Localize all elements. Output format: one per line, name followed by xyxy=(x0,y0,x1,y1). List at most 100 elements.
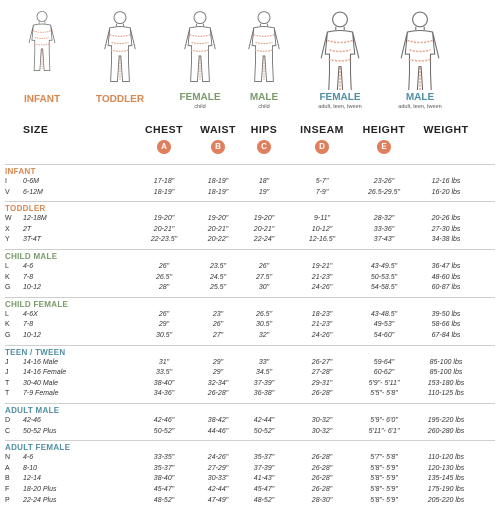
chest-cell: 22-23.5" xyxy=(150,236,178,244)
body-figure xyxy=(392,8,448,90)
body-outline-icon xyxy=(28,11,56,71)
section-title: TEEN / TWEEN xyxy=(5,347,66,357)
table-row: G 10-12 28" 25.5" 30" 24-26" 54-58.5" 60-87 lbs xyxy=(0,284,500,294)
chest-cell: 38-40" xyxy=(153,475,175,483)
header-size: SIZE xyxy=(23,124,49,136)
size-label: 22-24 Plus xyxy=(23,496,57,504)
waist-cell: 18-19" xyxy=(207,188,229,196)
inseam-cell: 28-30" xyxy=(311,496,333,504)
body-outline-icon xyxy=(248,11,280,82)
inseam-cell: 19-21" xyxy=(311,263,333,270)
header-height: HEIGHT xyxy=(362,124,406,136)
chest-cell: 17-18" xyxy=(153,178,175,185)
inseam-cell: 26-28" xyxy=(311,486,333,493)
height-cell: 49-53" xyxy=(373,321,395,329)
inseam-cell: 24-26" xyxy=(311,332,333,339)
inseam-cell: 26-28" xyxy=(311,464,333,472)
weight-cell: 39-50 lbs xyxy=(431,310,461,318)
measure-badge: E xyxy=(377,140,391,154)
table-row: Y 3T-4T 22-23.5" 20-22" 22-24" 12-16.5" 37-43"… xyxy=(0,236,500,246)
weight-cell: 260-280 lbs xyxy=(427,427,465,435)
inseam-cell: 9-11" xyxy=(314,215,330,223)
figure-label: TODDLER xyxy=(95,94,145,105)
size-code: G xyxy=(5,332,11,339)
chest-cell: 42-46" xyxy=(153,417,175,424)
chest-cell: 29" xyxy=(158,321,170,329)
size-label: 10-12 xyxy=(23,284,41,292)
inseam-cell: 30-32" xyxy=(311,417,333,424)
weight-cell: 195-220 lbs xyxy=(427,417,465,424)
hips-cell: 26.5" xyxy=(255,310,273,318)
waist-cell: 32-34" xyxy=(207,379,229,387)
table-row: L 4-6 26" 23.5" 26" 19-21" 43-49.5" 36-47 lbs xyxy=(0,263,500,273)
size-code: W xyxy=(5,215,12,223)
hips-cell: 33" xyxy=(258,358,270,366)
size-label: 0-6M xyxy=(23,178,39,185)
height-cell: 5'9"- 5'11" xyxy=(368,379,400,387)
weight-cell: 110-120 lbs xyxy=(427,454,465,462)
weight-cell: 36-47 lbs xyxy=(431,263,461,270)
weight-cell: 205-220 lbs xyxy=(427,496,465,504)
waist-cell: 30-33" xyxy=(207,475,229,483)
size-code: J xyxy=(5,369,9,377)
table-row: X 2T 20-21" 20-21" 20-21" 10-12" 33-36" 27-30 l… xyxy=(0,226,500,236)
inseam-cell: 27-28" xyxy=(311,369,333,377)
table-row: J 14-16 Female 33.5" 29" 34.5" 27-28" 60-62" 85… xyxy=(0,369,500,379)
size-label: 7-9 Female xyxy=(23,390,59,398)
figure-label: MALE xyxy=(405,92,435,103)
table-row: K 7-8 26.5" 24.5" 27.5" 21-23" 50-53.5" 48-60 l… xyxy=(0,274,500,284)
chest-cell: 26" xyxy=(158,310,170,318)
weight-cell: 34-38 lbs xyxy=(431,236,461,244)
size-label: 14-16 Male xyxy=(23,358,59,366)
chest-cell: 35-37" xyxy=(153,464,175,472)
figure-sublabel: adult, teen, tween xyxy=(318,104,362,110)
size-code: G xyxy=(5,284,11,292)
inseam-cell: 24-26" xyxy=(311,284,333,292)
table-row: T 30-40 Male 38-40" 32-34" 37-39" 29-31" 5'9"-… xyxy=(0,380,500,390)
waist-cell: 18-19" xyxy=(207,178,229,185)
body-outline-icon xyxy=(320,11,360,90)
body-figure xyxy=(92,8,148,90)
section-divider xyxy=(5,403,495,404)
waist-cell: 24-26" xyxy=(207,454,229,462)
inseam-cell: 21-23" xyxy=(311,321,333,329)
height-cell: 5'5"- 5'8" xyxy=(370,390,398,398)
hips-cell: 36-38" xyxy=(253,390,275,398)
weight-cell: 110-125 lbs xyxy=(427,390,465,398)
weight-cell: 175-190 lbs xyxy=(427,486,465,493)
header-hips: HIPS xyxy=(250,124,278,136)
weight-cell: 135-145 lbs xyxy=(427,475,465,483)
weight-cell: 48-60 lbs xyxy=(431,273,461,281)
size-label: 3T-4T xyxy=(23,236,42,244)
section-divider xyxy=(5,249,495,250)
height-cell: 43-49.5" xyxy=(370,263,398,270)
inseam-cell: 29-31" xyxy=(311,379,333,387)
chest-cell: 26" xyxy=(158,263,170,270)
waist-cell: 20-22" xyxy=(207,236,229,244)
section-divider xyxy=(5,164,495,165)
size-code: I xyxy=(5,178,7,185)
height-cell: 5'11"- 6'1" xyxy=(368,427,400,435)
size-code: N xyxy=(5,454,11,462)
table-row: I 0-6M 17-18" 18-19" 18" 5-7" 23-26" 12-16 lbs xyxy=(0,178,500,188)
table-row: A 8-10 35-37" 27-29" 37-39" 26-28" 5'8"- 5'9" 1… xyxy=(0,465,500,475)
weight-cell: 16-20 lbs xyxy=(431,188,461,196)
section-title: CHILD MALE xyxy=(5,252,58,261)
weight-cell: 85-100 lbs xyxy=(429,358,463,366)
header-inseam: INSEAM xyxy=(300,124,344,136)
height-cell: 43-48.5" xyxy=(370,310,398,318)
weight-cell: 12-16 lbs xyxy=(431,178,461,185)
hips-cell: 42-44" xyxy=(253,417,275,424)
height-cell: 23-26" xyxy=(373,178,395,185)
height-cell: 5'8"- 5'9" xyxy=(370,486,398,493)
size-label: 4-6 xyxy=(23,263,34,270)
waist-cell: 23.5" xyxy=(209,263,227,270)
measure-badge: D xyxy=(315,140,329,154)
height-cell: 54-60" xyxy=(373,332,395,339)
hips-cell: 41-43" xyxy=(253,475,275,483)
height-cell: 28-32" xyxy=(373,215,395,223)
body-figure xyxy=(172,8,228,90)
table-row: P 22-24 Plus 48-52" 47-49" 48-52" 28-30" 5'8"-… xyxy=(0,497,500,507)
inseam-cell: 26-27" xyxy=(311,358,333,366)
hips-cell: 20-21" xyxy=(253,225,275,233)
